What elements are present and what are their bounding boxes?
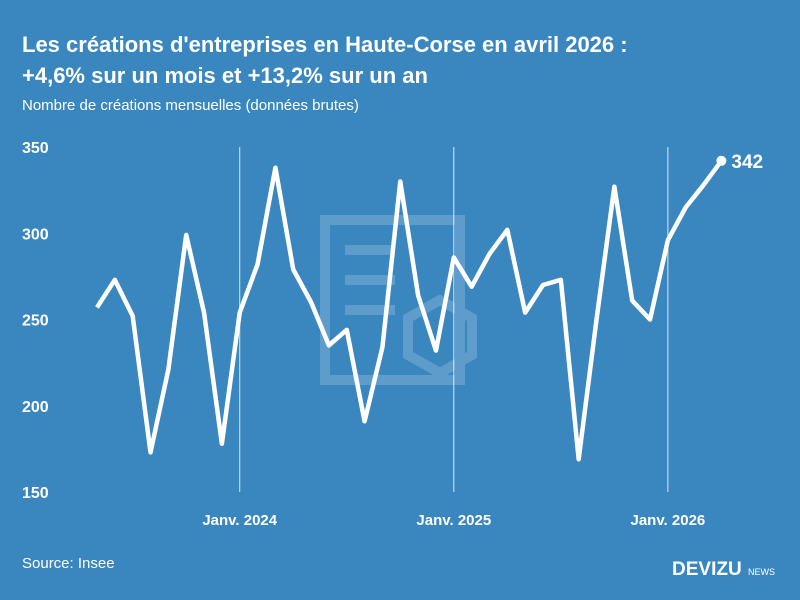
brand-suffix: NEWS (748, 567, 775, 577)
chart-subtitle: Nombre de créations mensuelles (données … (22, 97, 359, 114)
y-tick-label: 350 (22, 140, 49, 157)
chart-title: Les créations d'entreprises en Haute-Cor… (22, 32, 628, 57)
y-tick-label: 200 (22, 399, 49, 416)
line (95, 159, 724, 462)
chart-title: +4,6% sur un mois et +13,2% sur un an (22, 63, 428, 88)
x-tick-label: Janv. 2024 (202, 512, 277, 529)
x-tick-label: Janv. 2026 (630, 512, 705, 529)
x-tick-label: Janv. 2025 (416, 512, 491, 529)
y-tick-label: 250 (22, 313, 49, 330)
data-label: 342 (731, 152, 763, 173)
y-tick-label: 150 (22, 485, 49, 502)
source: Source: Insee (22, 555, 115, 572)
brand: DEVIZU (672, 559, 742, 580)
end-point (716, 155, 727, 166)
y-tick-label: 300 (22, 226, 49, 243)
watermark (320, 215, 477, 385)
